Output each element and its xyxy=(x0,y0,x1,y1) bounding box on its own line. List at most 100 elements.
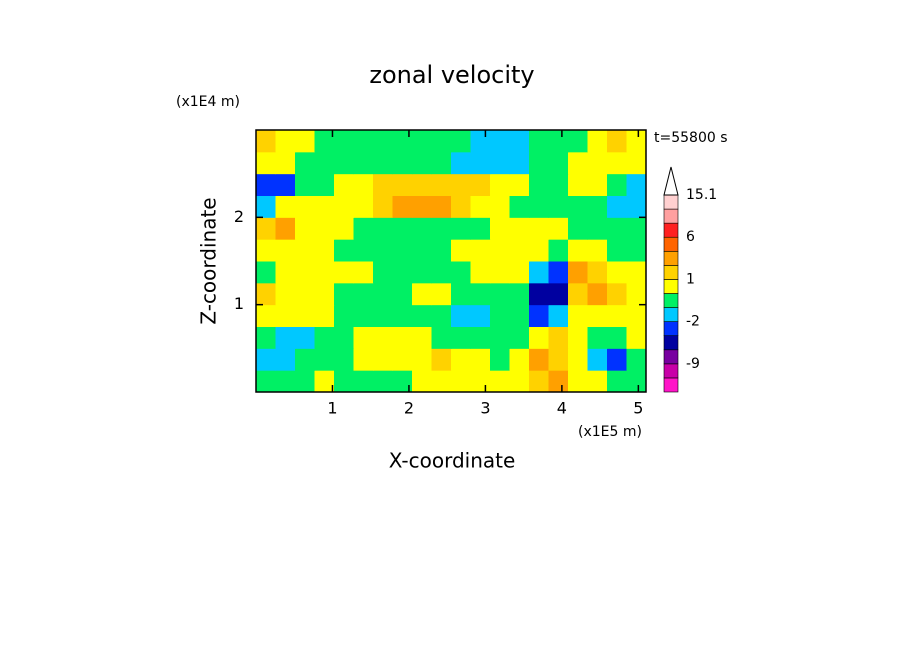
contour-cell xyxy=(392,326,413,349)
contour-cell xyxy=(314,173,335,196)
contour-cell xyxy=(626,370,647,393)
colorbar-bin xyxy=(663,236,679,252)
colorbar-tick-label: 15.1 xyxy=(686,187,717,203)
contour-cell xyxy=(295,173,315,196)
contour-cell xyxy=(626,282,647,306)
contour-cell xyxy=(431,304,452,327)
contour-cell xyxy=(607,304,627,327)
contour-cell xyxy=(470,151,491,175)
contour-cell xyxy=(314,348,335,371)
contour-cell xyxy=(275,217,296,240)
contour-cell xyxy=(353,239,374,262)
contour-cell xyxy=(548,282,569,306)
contour-cell xyxy=(295,217,315,240)
x-tick-label: 4 xyxy=(557,399,567,418)
contour-cell xyxy=(568,239,588,262)
contour-cell xyxy=(392,130,413,153)
contour-cell xyxy=(373,261,393,284)
colorbar-bin xyxy=(663,279,679,294)
x-tick-label: 3 xyxy=(480,399,490,418)
contour-cell xyxy=(490,326,510,349)
contour-cell xyxy=(334,173,354,196)
contour-cell xyxy=(275,326,296,349)
contour-cell xyxy=(626,348,647,371)
contour-cell xyxy=(353,304,374,327)
contour-cell xyxy=(470,370,491,393)
contour-cell xyxy=(451,261,471,284)
colorbar-tick-label: 1 xyxy=(686,271,695,287)
contour-cell xyxy=(529,239,549,262)
contour-cell xyxy=(470,348,491,371)
y-tick-label: 1 xyxy=(234,294,244,313)
colorbar-bin xyxy=(663,349,679,365)
contour-cell xyxy=(373,304,393,327)
contour-cell xyxy=(529,282,549,306)
contour-cell xyxy=(451,130,471,153)
contour-cell xyxy=(256,239,276,262)
contour-cell xyxy=(295,304,315,327)
contour-cell xyxy=(548,173,569,196)
contour-cell xyxy=(373,370,393,393)
contour-cell xyxy=(529,261,549,284)
contour-cell xyxy=(548,195,569,218)
contour-cell xyxy=(431,217,452,240)
colorbar-bin xyxy=(663,363,679,379)
contour-cell xyxy=(431,239,452,262)
contour-cell xyxy=(509,195,530,218)
contour-cell xyxy=(451,173,471,196)
contour-cell xyxy=(568,151,588,175)
contour-cell xyxy=(587,217,608,240)
contour-cell xyxy=(334,151,354,175)
contour-cell xyxy=(451,326,471,349)
x-unit: (x1E5 m) xyxy=(578,424,642,440)
contour-cell xyxy=(256,370,276,393)
contour-cell xyxy=(548,261,569,284)
contour-cell xyxy=(412,261,432,284)
x-tick-label: 1 xyxy=(327,399,337,418)
contour-cell xyxy=(412,173,432,196)
contour-cell xyxy=(607,195,627,218)
contour-cell xyxy=(470,239,491,262)
contour-cell xyxy=(568,261,588,284)
contour-cell xyxy=(392,282,413,306)
contour-cell xyxy=(587,151,608,175)
contour-cell xyxy=(568,326,588,349)
colorbar-bin xyxy=(663,321,679,337)
contour-cell xyxy=(548,130,569,153)
contour-cell xyxy=(353,130,374,153)
contour-cell xyxy=(256,217,276,240)
contour-cell xyxy=(314,370,335,393)
contour-cell xyxy=(607,348,627,371)
contour-cell xyxy=(275,261,296,284)
colorbar-bin xyxy=(663,335,679,351)
colorbar-bin xyxy=(663,265,679,280)
contour-cell xyxy=(431,261,452,284)
contour-cell xyxy=(451,282,471,306)
contour-cell xyxy=(314,282,335,306)
contour-cell xyxy=(626,304,647,327)
contour-cell xyxy=(509,304,530,327)
contour-cell xyxy=(548,217,569,240)
contour-cell xyxy=(607,217,627,240)
contour-cell xyxy=(275,370,296,393)
contour-cell xyxy=(392,370,413,393)
x-tick-label: 2 xyxy=(404,399,414,418)
contour-cell xyxy=(275,304,296,327)
plot-frame xyxy=(255,129,647,393)
contour-cell xyxy=(490,261,510,284)
contour-cell xyxy=(431,130,452,153)
colorbar-tick-label: -9 xyxy=(686,356,700,372)
contour-cell xyxy=(529,370,549,393)
contour-cell xyxy=(490,151,510,175)
contour-cell xyxy=(509,370,530,393)
contour-cell xyxy=(548,326,569,349)
contour-cell xyxy=(256,130,276,153)
contour-cell xyxy=(314,195,335,218)
contour-cell xyxy=(275,195,296,218)
contour-cell xyxy=(509,282,530,306)
contour-cell xyxy=(490,217,510,240)
contour-cell xyxy=(275,130,296,153)
contour-cell xyxy=(392,173,413,196)
contour-cell xyxy=(412,348,432,371)
colorbar-tick-label: -2 xyxy=(686,314,700,330)
